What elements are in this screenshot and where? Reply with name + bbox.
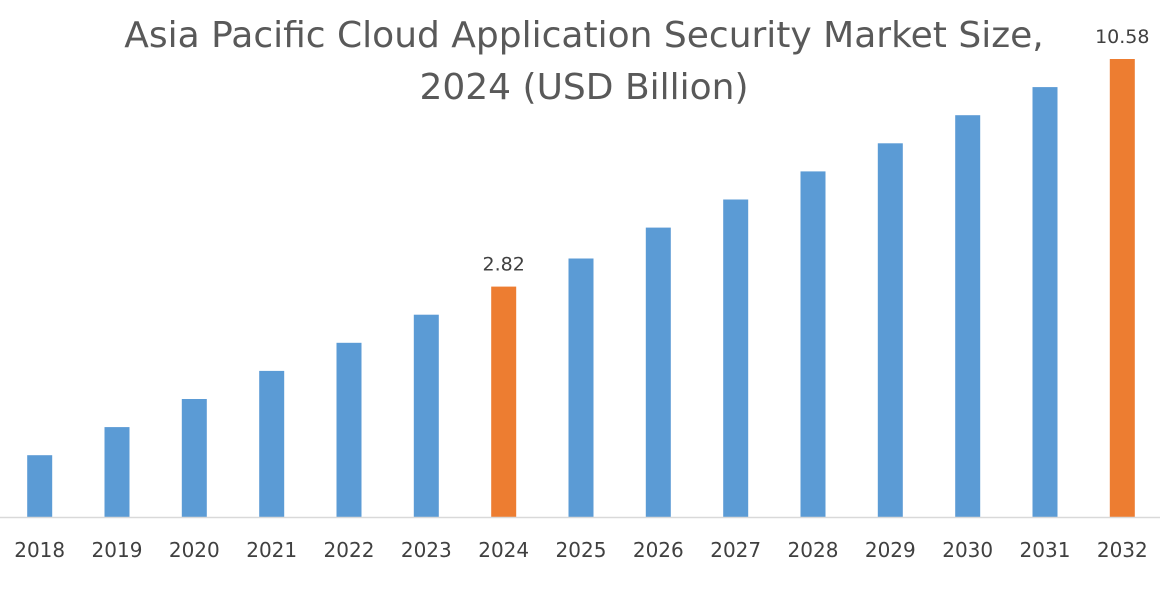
- x-tick-label-2021: 2021: [246, 538, 297, 562]
- bar-2021: [259, 370, 285, 517]
- x-tick-label-2023: 2023: [401, 538, 452, 562]
- bar-2028: [800, 171, 826, 517]
- bar-2020: [181, 399, 207, 517]
- x-tick-label-2026: 2026: [633, 538, 684, 562]
- chart-title-line-2: 2024 (USD Billion): [419, 67, 749, 108]
- data-label-2032: 10.58: [1095, 26, 1149, 48]
- x-tick-label-2027: 2027: [710, 538, 761, 562]
- x-tick-label-2019: 2019: [92, 538, 143, 562]
- bar-2025: [568, 258, 594, 517]
- bar-2018: [27, 455, 53, 517]
- x-tick-label-2032: 2032: [1097, 538, 1148, 562]
- bar-2030: [955, 115, 981, 517]
- bar-2031: [1032, 87, 1058, 517]
- bars-group: [27, 59, 1135, 518]
- bar-2029: [877, 143, 903, 518]
- bar-2027: [723, 199, 749, 517]
- x-tick-label-2018: 2018: [14, 538, 65, 562]
- bar-2019: [104, 427, 130, 517]
- x-tick-label-2022: 2022: [324, 538, 375, 562]
- bar-2024: [491, 286, 517, 517]
- x-tick-label-2025: 2025: [556, 538, 607, 562]
- x-tick-label-2029: 2029: [865, 538, 916, 562]
- x-tick-label-2031: 2031: [1020, 538, 1071, 562]
- chart-title-line-1: Asia Pacific Cloud Application Security …: [124, 15, 1044, 56]
- bar-2022: [336, 342, 362, 517]
- bar-2026: [645, 227, 671, 517]
- data-label-2024: 2.82: [483, 254, 525, 276]
- x-tick-label-2020: 2020: [169, 538, 220, 562]
- x-tick-label-2024: 2024: [478, 538, 529, 562]
- x-tick-label-2028: 2028: [788, 538, 839, 562]
- bar-2032: [1109, 59, 1135, 517]
- x-tick-label-2030: 2030: [942, 538, 993, 562]
- bar-2023: [413, 314, 439, 517]
- x-tick-labels-group: 2018 2019 2020 2021 2022 2023 2024 2025 2026 2027…: [14, 538, 1148, 562]
- data-labels-group: 2.82 10.58: [483, 26, 1150, 276]
